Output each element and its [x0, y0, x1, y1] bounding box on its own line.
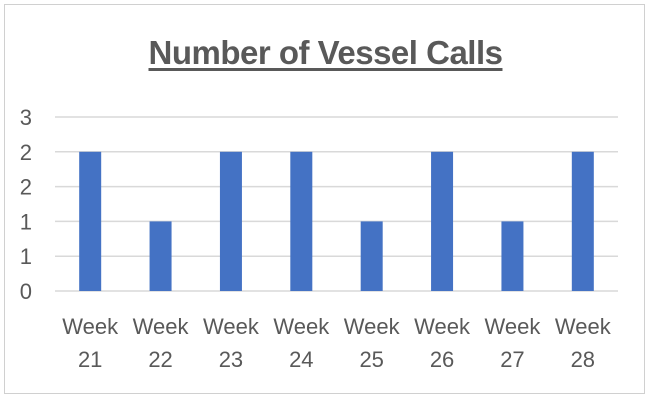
y-tick-label: 2 [20, 175, 32, 200]
x-tick-label: Week [273, 314, 330, 339]
bar [360, 221, 383, 291]
x-tick-label: 22 [148, 347, 172, 372]
x-tick-label: Week [203, 314, 260, 339]
bar [219, 151, 242, 291]
x-tick-label: 26 [430, 347, 454, 372]
chart-title: Number of Vessel Calls [148, 34, 503, 71]
x-tick-label: Week [555, 314, 612, 339]
bar [431, 151, 454, 291]
x-tick-label: 25 [359, 347, 383, 372]
x-tick-label: Week [133, 314, 190, 339]
x-tick-label: 23 [219, 347, 243, 372]
y-tick-label: 0 [20, 279, 32, 304]
chart-frame [4, 4, 645, 394]
x-tick-label: Week [62, 314, 119, 339]
y-tick-label: 1 [20, 244, 32, 269]
y-tick-label: 3 [20, 105, 32, 130]
bar [571, 151, 594, 291]
x-tick-label: Week [344, 314, 401, 339]
x-tick-label: 21 [78, 347, 102, 372]
bar [79, 151, 102, 291]
bar [290, 151, 313, 291]
x-tick-label: 27 [500, 347, 524, 372]
x-tick-label: 28 [571, 347, 595, 372]
y-tick-label: 2 [20, 140, 32, 165]
x-tick-label: Week [485, 314, 542, 339]
bar [501, 221, 524, 291]
x-tick-label: Week [414, 314, 471, 339]
bar [149, 221, 172, 291]
y-tick-label: 1 [20, 209, 32, 234]
x-tick-label: 24 [289, 347, 313, 372]
